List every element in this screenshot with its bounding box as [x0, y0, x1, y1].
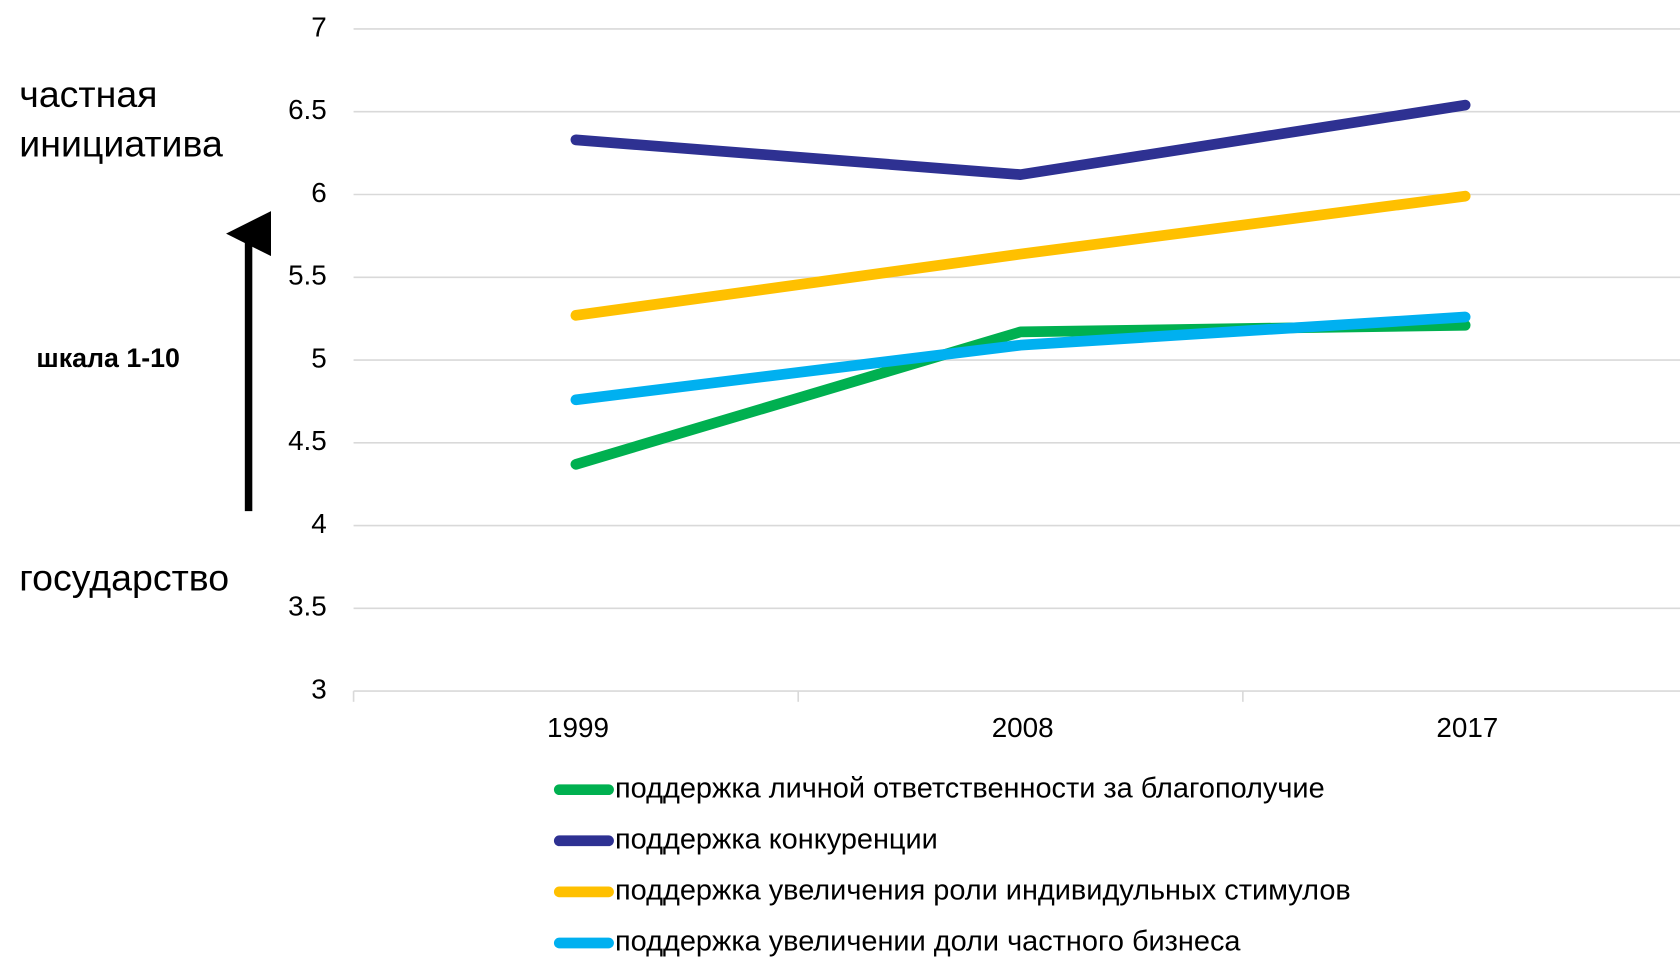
annotation: шкала 1-10	[36, 343, 180, 373]
series-line	[570, 99, 1471, 180]
y-tick-label: 6.5	[288, 94, 327, 125]
annotation: государство	[19, 557, 229, 599]
y-tick-label: 7	[311, 11, 327, 42]
annotation: частная инициатива	[19, 73, 223, 166]
legend-label: поддержка личной ответственности за благ…	[615, 772, 1325, 804]
legend-label: поддержка конкуренции	[615, 823, 938, 855]
series-line	[570, 190, 1471, 321]
y-tick-label: 4	[311, 508, 327, 539]
legend-label: поддержка увеличении доли частного бизне…	[615, 926, 1241, 958]
annotation-box: частная инициатива	[19, 73, 223, 166]
y-tick-label: 5	[311, 342, 327, 373]
y-tick-label: 5.5	[288, 260, 327, 291]
y-tick-label: 4.5	[288, 425, 327, 456]
y-tick-label: 6	[311, 177, 327, 208]
y-tick-label: 3.5	[288, 591, 327, 622]
x-tick-label: 1999	[547, 712, 609, 743]
y-tick-label: 3	[311, 673, 327, 704]
x-tick-label: 2008	[992, 712, 1054, 743]
legend-label: поддержка увеличения роли индивидульных …	[615, 875, 1351, 907]
series-line	[570, 311, 1471, 406]
x-tick-label: 2017	[1436, 712, 1498, 743]
